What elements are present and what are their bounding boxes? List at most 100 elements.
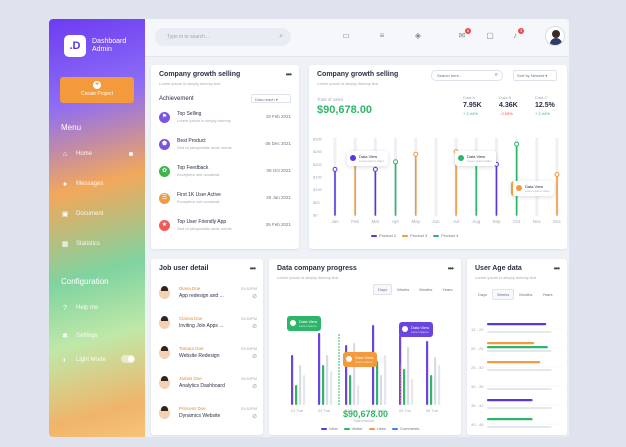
tooltip-sub: Lorem ipsum (299, 324, 317, 328)
age-bar-bg (487, 407, 552, 409)
job-row[interactable]: Tamara Doe Website Redesign 03:52PM ⊘ (159, 345, 257, 371)
stat-value: 7.95K (463, 102, 482, 109)
grid-icon: ▦ (61, 241, 69, 248)
progress-card: Data company progress Lorem ipsum is sim… (269, 259, 461, 435)
x-tick-label: Dec (553, 219, 562, 224)
search-icon: ⌕ (279, 33, 283, 40)
paperclip-icon[interactable]: ⊘ (251, 294, 257, 300)
achievement-title: Top User Friendly App (177, 219, 227, 225)
achievement-item[interactable]: ⚑ Top Selling Lorem ipsum is simply dumm… (159, 110, 291, 132)
sidebar-item-settings[interactable]: ✱ Settings (61, 330, 135, 342)
app-logo: .D (64, 35, 86, 57)
more-icon[interactable]: ••• (447, 264, 454, 273)
age-tabs: Days Weeks Months Years (473, 289, 558, 300)
job-user-name: Princess Doe (179, 406, 206, 411)
age-bar (487, 346, 548, 349)
more-icon[interactable]: ••• (553, 264, 560, 273)
achievement-item[interactable]: ⬟ Best Product Sed ut perspiciatis unde … (159, 137, 291, 159)
y-tick-label: $0 (313, 213, 318, 218)
card-title: Company growth selling (159, 71, 241, 78)
avatar (159, 376, 170, 389)
sidebar-item-label: Help me (76, 305, 99, 311)
more-icon[interactable]: ••• (249, 264, 256, 273)
data-point (332, 166, 338, 172)
sidebar-item-document[interactable]: ▣ Document (61, 208, 135, 220)
tooltip-sub: Lorem ipsum dolor (359, 159, 384, 163)
select-value: Sort by Newest (517, 73, 545, 78)
data-reach-select[interactable]: Data reach ▾ (251, 94, 291, 103)
revenue-total: $90,678.00 (343, 409, 389, 419)
mail-icon[interactable]: ✉ 6 (458, 28, 471, 40)
paperclip-icon[interactable]: ⊘ (251, 324, 257, 330)
progress-bar (330, 371, 333, 405)
stat-data-b: Data B 4.36K - 0.05% (499, 95, 529, 116)
progress-tabs: Days Weeks Months Years (373, 284, 458, 295)
data-point (514, 141, 520, 147)
tab-years[interactable]: Years (542, 292, 553, 297)
job-row[interactable]: Diana Doe App redesign and ... 03:52PM ⊘ (159, 285, 257, 311)
avatar (159, 346, 170, 359)
tab-weeks[interactable]: Weeks (397, 287, 410, 292)
y-tick-label: 30 - 35 (471, 384, 484, 389)
avatar[interactable] (545, 26, 565, 46)
more-icon[interactable]: ••• (285, 70, 292, 79)
stat-label: Data B (499, 95, 512, 100)
data-view-tooltip: Data View Lorem ipsum (287, 316, 322, 331)
job-row[interactable]: Princess Doe Dynamics Website 03:52PM ⊘ (159, 405, 257, 431)
user-icon[interactable]: ▢ (486, 31, 494, 40)
light-mode-toggle[interactable] (121, 355, 135, 363)
bell-icon[interactable]: ♪ 3 (513, 28, 524, 40)
progress-bar (291, 355, 294, 405)
sidebar-item-help[interactable]: ? Help me (61, 302, 135, 314)
progress-bar (322, 365, 325, 405)
avatar (159, 316, 170, 329)
paperclip-icon[interactable]: ⊘ (251, 384, 257, 390)
tab-days[interactable]: Days (478, 292, 488, 297)
legend-view: View (321, 426, 338, 431)
data-view-tooltip: Data View Lorem ipsum (399, 322, 434, 337)
sidebar-item-statistics[interactable]: ▦ Statistics (61, 238, 135, 250)
achievement-item[interactable]: ☰ First 1K User Active Excepteur sint oc… (159, 191, 291, 213)
chart-search-input[interactable]: Search here... ⌕ (431, 70, 503, 81)
x-tick-label: 03 Tue (345, 408, 358, 413)
sidebar-item-label: Document (76, 211, 104, 217)
paperclip-icon[interactable]: ⊘ (251, 354, 257, 360)
database-icon[interactable]: ≡ (379, 31, 385, 40)
sort-select[interactable]: Sort by Newest ▾ (513, 70, 557, 81)
tab-years[interactable]: Years (442, 287, 453, 292)
card-title: Job user detail (159, 265, 209, 272)
stat-pct: + 2.44% (535, 111, 550, 116)
sidebar-item-messages[interactable]: ● Messages (61, 178, 135, 190)
achievement-title: First 1K User Active (177, 192, 221, 198)
x-tick-label: 06 Tue (426, 408, 439, 413)
sidebar-item-label: Messages (76, 181, 104, 187)
search-input[interactable]: Type in to search... ⌕ (155, 28, 291, 46)
paperclip-icon[interactable]: ⊘ (251, 414, 257, 420)
x-tick-label: Jun (432, 219, 440, 224)
tab-months[interactable]: Months (419, 287, 433, 292)
sidebar-item-label: Light Mode (76, 357, 106, 363)
sidebar-item-home[interactable]: ⌂ Home (61, 148, 135, 160)
job-time: 03:52PM (240, 406, 257, 411)
job-row[interactable]: Clarisa Doe Inviting Join Apps ... 03:52… (159, 315, 257, 341)
tab-months[interactable]: Months (519, 292, 533, 297)
stat-data-c: Data C 12.5% + 2.44% (535, 95, 565, 116)
job-time: 03:52PM (240, 286, 257, 291)
tab-weeks[interactable]: Weeks (492, 289, 515, 300)
job-task: App redesign and ... (179, 293, 224, 299)
achievement-item[interactable]: ★ Top User Friendly App Sed ut perspicia… (159, 218, 291, 240)
progress-bar (438, 365, 441, 405)
age-bar-bg (487, 388, 552, 390)
job-row[interactable]: James Doe Analytics Dashboard 03:52PM ⊘ (159, 375, 257, 401)
achievement-date: 19 Feb 2021 (265, 114, 291, 119)
y-tick-label: 35 - 40 (471, 403, 484, 408)
create-project-button[interactable]: + Create Project (60, 77, 134, 103)
browser-icon[interactable]: ▭ (342, 31, 350, 40)
job-user-card: Job user detail ••• Diana Doe App redesi… (151, 259, 263, 435)
layers-icon[interactable]: ◈ (414, 31, 422, 40)
dashboard-frame: .D Dashboard Admin + Create Project Menu… (49, 19, 569, 437)
tab-days[interactable]: Days (373, 284, 393, 295)
x-tick-label: 05 Tue (399, 408, 412, 413)
achievement-item[interactable]: ✿ Top Feedback Excepteur sint occaecat 0… (159, 164, 291, 186)
age-bar-bg (487, 369, 552, 371)
